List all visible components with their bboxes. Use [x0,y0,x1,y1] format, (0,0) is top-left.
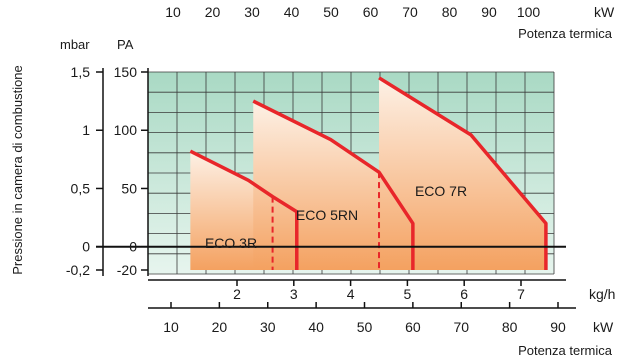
mbar-tick-label: 1 [82,122,90,138]
flow-tick-label: 5 [404,286,412,302]
zone-label-eco-5rn: ECO 5RN [296,207,358,223]
zone-label-eco-3r: ECO 3R [205,235,257,251]
zone-area-2 [379,77,546,270]
top-power-axis: 10 20 30 40 50 60 70 80 90 100 [165,4,540,20]
mbar-axis: 1,5 1 0,5 0 -0,2 [66,64,104,278]
flow-axis: 2 3 4 5 6 7 [148,279,566,302]
bottom-kw-unit: kW [593,319,614,335]
pa-tick-label: 100 [114,122,138,138]
mbar-tick-label: -0,2 [66,262,90,278]
mbar-unit-label: mbar [60,37,90,52]
bottom-kw-tick-label: 30 [260,319,276,335]
bottom-power-axis: 10 20 30 40 50 60 70 80 90 [148,302,576,335]
top-kw-tick-label: 100 [517,4,541,20]
top-kw-unit: kW [594,4,615,20]
zone-areas [190,77,546,270]
bottom-power-title: Potenza termica [518,343,613,358]
top-kw-tick-label: 20 [205,4,221,20]
flow-tick-label: 3 [290,286,298,302]
bottom-kw-tick-label: 70 [453,319,469,335]
pa-tick-label: 0 [129,239,137,255]
bottom-kw-tick-label: 90 [550,319,566,335]
flow-tick-label: 7 [517,286,525,302]
zone-label-eco-7r: ECO 7R [415,183,467,199]
pa-tick-label: 50 [121,180,137,196]
flow-tick-label: 4 [347,286,355,302]
flow-tick-label: 6 [460,286,468,302]
zone-area-1 [253,101,413,270]
pa-tick-label: 150 [114,64,138,80]
bottom-kw-tick-label: 60 [405,319,421,335]
top-kw-tick-label: 90 [481,4,497,20]
top-kw-tick-label: 30 [244,4,260,20]
bottom-kw-tick-label: 20 [212,319,228,335]
bottom-kw-tick-label: 50 [357,319,373,335]
top-kw-tick-label: 50 [323,4,339,20]
bottom-kw-tick-label: 40 [308,319,324,335]
flow-tick-label: 2 [233,286,241,302]
top-kw-tick-label: 10 [165,4,181,20]
flow-unit: kg/h [589,286,615,302]
top-kw-tick-label: 60 [363,4,379,20]
bottom-kw-tick-label: 10 [163,319,179,335]
pa-axis: 150 100 50 0 -20 [114,64,149,278]
top-kw-tick-label: 80 [442,4,458,20]
top-power-title: Potenza termica [518,26,613,41]
mbar-tick-label: 0,5 [71,180,91,196]
mbar-tick-label: 0 [82,239,90,255]
pa-unit-label: PA [117,37,134,52]
top-kw-tick-label: 70 [402,4,418,20]
mbar-tick-label: 1,5 [71,64,91,80]
bottom-kw-tick-label: 80 [502,319,518,335]
top-kw-tick-label: 40 [284,4,300,20]
y-axis-title: Pressione in camera di combustione [10,65,25,275]
pa-tick-label: -20 [117,262,137,278]
